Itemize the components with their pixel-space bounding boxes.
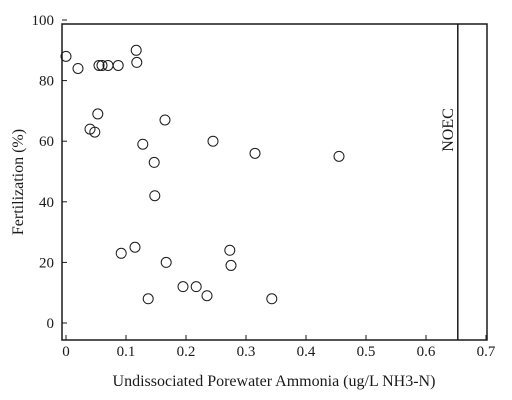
x-tick-label: 0.4 <box>297 344 316 360</box>
data-point <box>96 59 108 71</box>
data-point <box>129 241 141 253</box>
data-point <box>130 44 142 56</box>
data-point <box>149 190 161 202</box>
y-axis-title: Fertilization (%) <box>10 129 27 235</box>
x-axis-title: Undissociated Porewater Ammonia (ug/L NH… <box>113 373 436 390</box>
data-point <box>190 281 202 293</box>
data-point <box>72 62 84 74</box>
x-tick-label: 0.1 <box>117 344 136 360</box>
data-point <box>224 244 236 256</box>
y-tick-label: 100 <box>32 13 55 29</box>
y-tick-label: 60 <box>39 134 54 150</box>
data-point <box>177 281 189 293</box>
data-point <box>131 56 143 68</box>
y-tick-label: 0 <box>47 316 55 332</box>
data-point <box>266 293 278 305</box>
reference-line-layer: NOEC <box>440 24 459 340</box>
data-point <box>112 59 124 71</box>
data-point <box>333 150 345 162</box>
y-tick-label: 20 <box>39 255 54 271</box>
data-point <box>115 247 127 259</box>
noec-label: NOEC <box>440 108 457 152</box>
data-point <box>249 147 261 159</box>
data-point <box>148 156 160 168</box>
data-point <box>60 50 72 62</box>
plot-frame <box>61 23 488 341</box>
data-point <box>142 293 154 305</box>
data-points <box>60 44 345 305</box>
data-point <box>225 259 237 271</box>
data-point <box>207 135 219 147</box>
data-point <box>201 290 213 302</box>
x-tick-label: 0.5 <box>357 344 376 360</box>
y-axis: 0 20 40 60 80 100 <box>32 13 67 332</box>
x-tick-label: 0.6 <box>417 344 436 360</box>
x-tick-label: 0.2 <box>177 344 196 360</box>
data-point <box>159 114 171 126</box>
data-point <box>137 138 149 150</box>
data-point <box>93 59 105 71</box>
y-tick-label: 80 <box>39 74 54 90</box>
x-tick-label: 0.7 <box>477 344 496 360</box>
x-axis: 0 0.1 0.2 0.3 0.4 0.5 0.6 0.7 <box>62 335 496 360</box>
data-point <box>89 126 101 138</box>
y-tick-label: 40 <box>39 195 54 211</box>
data-point <box>92 108 104 120</box>
x-tick-label: 0 <box>62 344 70 360</box>
x-tick-label: 0.3 <box>237 344 256 360</box>
data-point <box>160 256 172 268</box>
